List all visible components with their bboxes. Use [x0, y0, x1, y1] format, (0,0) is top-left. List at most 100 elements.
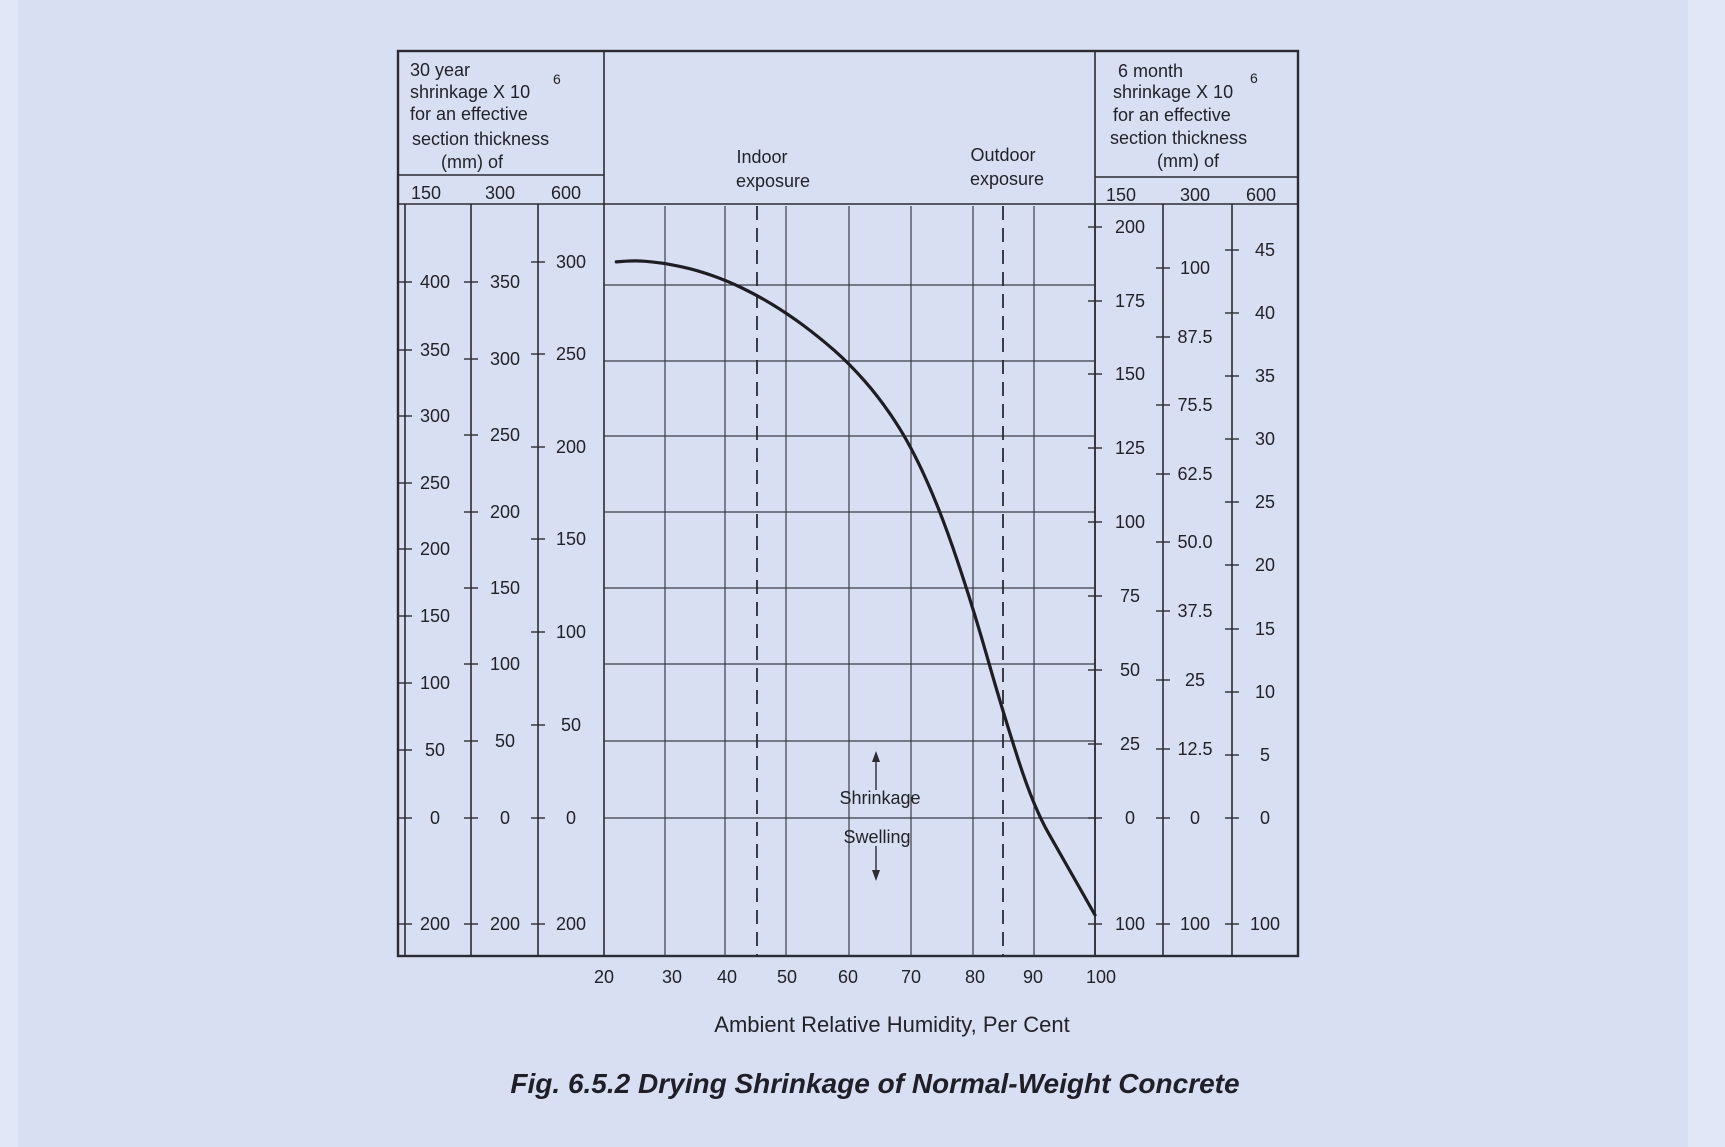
- right-col-150-tick-label: 125: [1115, 438, 1145, 458]
- x-axis-label: Ambient Relative Humidity, Per Cent: [714, 1012, 1069, 1037]
- x-tick-label: 80: [965, 967, 985, 987]
- left-col-300-tick-label: 200: [490, 502, 520, 522]
- outdoor-label-2: exposure: [970, 169, 1044, 189]
- left-col-150-tick-label: 400: [420, 272, 450, 292]
- right-col-150-tick-label: 25: [1120, 734, 1140, 754]
- right-panel-title-2: shrinkage X 10: [1113, 82, 1233, 102]
- indoor-label-2: exposure: [736, 171, 810, 191]
- right-col-150-tick-label: 200: [1115, 217, 1145, 237]
- left-col-600-tick-label: 200: [556, 914, 586, 934]
- swelling-arrowhead: [872, 870, 880, 881]
- x-tick-label: 70: [901, 967, 921, 987]
- shrinkage-label: Shrinkage: [839, 788, 920, 808]
- right-col-header-600: 600: [1246, 185, 1276, 205]
- left-col-header-600: 600: [551, 183, 581, 203]
- right-col-300-tick-label: 75.5: [1177, 395, 1212, 415]
- left-col-300-tick-label: 150: [490, 578, 520, 598]
- left-col-150-tick-label: 250: [420, 473, 450, 493]
- x-tick-label: 90: [1023, 967, 1043, 987]
- left-col-150-tick-label: 100: [420, 673, 450, 693]
- outdoor-label-1: Outdoor: [970, 145, 1035, 165]
- right-col-300-tick-label: 37.5: [1177, 601, 1212, 621]
- right-scale-columns: 200175150125100755025010010087.575.562.5…: [1088, 204, 1280, 956]
- left-panel-title-3: for an effective: [410, 104, 528, 124]
- x-tick-label: 20: [594, 967, 614, 987]
- left-panel-title-4: section thickness: [412, 129, 549, 149]
- right-col-600-tick-label: 20: [1255, 555, 1275, 575]
- right-col-300-tick-label: 100: [1180, 914, 1210, 934]
- left-panel-title-1: 30 year: [410, 60, 470, 80]
- x-axis-ticks: 20 30 40 50 60 70 80 90 100: [594, 967, 1116, 987]
- left-col-300-tick-label: 250: [490, 425, 520, 445]
- right-col-300-tick-label: 0: [1190, 808, 1200, 828]
- right-col-300-tick-label: 50.0: [1177, 532, 1212, 552]
- right-col-header-150: 150: [1106, 185, 1136, 205]
- left-col-600-tick-label: 50: [561, 715, 581, 735]
- left-col-300-tick-label: 300: [490, 349, 520, 369]
- left-col-600-tick-label: 100: [556, 622, 586, 642]
- left-scale-columns: 400 350 300 250 200 150 100 50 0 200 350 300 250 200 1…: [398, 204, 586, 956]
- left-col-300-tick-label: 350: [490, 272, 520, 292]
- right-col-600-tick-label: 35: [1255, 366, 1275, 386]
- swelling-label: Swelling: [843, 827, 910, 847]
- x-tick-label: 50: [777, 967, 797, 987]
- left-panel-exponent: 6: [553, 71, 561, 87]
- left-col-300-tick-label: 50: [495, 731, 515, 751]
- left-col-150-tick-label: 200: [420, 914, 450, 934]
- left-col-600-tick-label: 200: [556, 437, 586, 457]
- chart-title: Fig. 6.5.2 Drying Shrinkage of Normal-We…: [510, 1068, 1239, 1099]
- left-col-150-tick-label: 0: [430, 808, 440, 828]
- right-col-header-300: 300: [1180, 185, 1210, 205]
- x-tick-label: 40: [717, 967, 737, 987]
- left-panel-title-5: (mm) of: [441, 152, 504, 172]
- left-col-150-tick-label: 200: [420, 539, 450, 559]
- gridlines: [604, 206, 1095, 956]
- indoor-label-1: Indoor: [736, 147, 787, 167]
- left-col-150-tick-label: 50: [425, 740, 445, 760]
- right-col-600-tick-label: 30: [1255, 429, 1275, 449]
- right-col-600-tick-label: 25: [1255, 492, 1275, 512]
- left-col-600-tick-label: 250: [556, 344, 586, 364]
- left-col-600-tick-label: 300: [556, 252, 586, 272]
- right-col-600-tick-label: 40: [1255, 303, 1275, 323]
- right-col-150-tick-label: 100: [1115, 512, 1145, 532]
- right-col-150-tick-label: 150: [1115, 364, 1145, 384]
- right-col-300-tick-label: 25: [1185, 670, 1205, 690]
- left-col-header-150: 150: [411, 183, 441, 203]
- left-col-600-tick-label: 150: [556, 529, 586, 549]
- right-col-150-tick-label: 50: [1120, 660, 1140, 680]
- right-panel-title-4: section thickness: [1110, 128, 1247, 148]
- right-panel-exponent: 6: [1250, 70, 1258, 86]
- shrinkage-curve: [614, 259, 1097, 917]
- left-panel-title-2: shrinkage X 10: [410, 82, 530, 102]
- right-col-600-tick-label: 100: [1250, 914, 1280, 934]
- shrinkage-swelling-marker: [872, 751, 880, 881]
- right-col-600-tick-label: 0: [1260, 808, 1270, 828]
- right-col-600-tick-label: 45: [1255, 240, 1275, 260]
- right-col-600-tick-label: 10: [1255, 682, 1275, 702]
- shrinkage-arrowhead: [872, 751, 880, 762]
- left-col-150-tick-label: 150: [420, 606, 450, 626]
- left-col-header-300: 300: [485, 183, 515, 203]
- right-col-150-tick-label: 100: [1115, 914, 1145, 934]
- right-col-150-tick-label: 0: [1125, 808, 1135, 828]
- right-col-300-tick-label: 12.5: [1177, 739, 1212, 759]
- exposure-reference-lines: [756, 206, 1004, 956]
- left-col-150-tick-label: 300: [420, 406, 450, 426]
- right-col-150-tick-label: 175: [1115, 291, 1145, 311]
- right-col-600-tick-label: 5: [1260, 745, 1270, 765]
- right-panel-title-3: for an effective: [1113, 105, 1231, 125]
- right-col-300-tick-label: 87.5: [1177, 327, 1212, 347]
- x-tick-label: 60: [838, 967, 858, 987]
- right-panel-title-5: (mm) of: [1157, 151, 1220, 171]
- left-col-600-tick-label: 0: [566, 808, 576, 828]
- left-col-300-tick-label: 100: [490, 654, 520, 674]
- left-col-300-tick-label: 0: [500, 808, 510, 828]
- right-col-600-tick-label: 15: [1255, 619, 1275, 639]
- right-col-300-tick-label: 100: [1180, 258, 1210, 278]
- left-col-150-tick-label: 350: [420, 340, 450, 360]
- right-panel-title-1: 6 month: [1118, 61, 1183, 81]
- outer-frame: [396, 49, 1300, 958]
- right-col-150-tick-label: 75: [1120, 586, 1140, 606]
